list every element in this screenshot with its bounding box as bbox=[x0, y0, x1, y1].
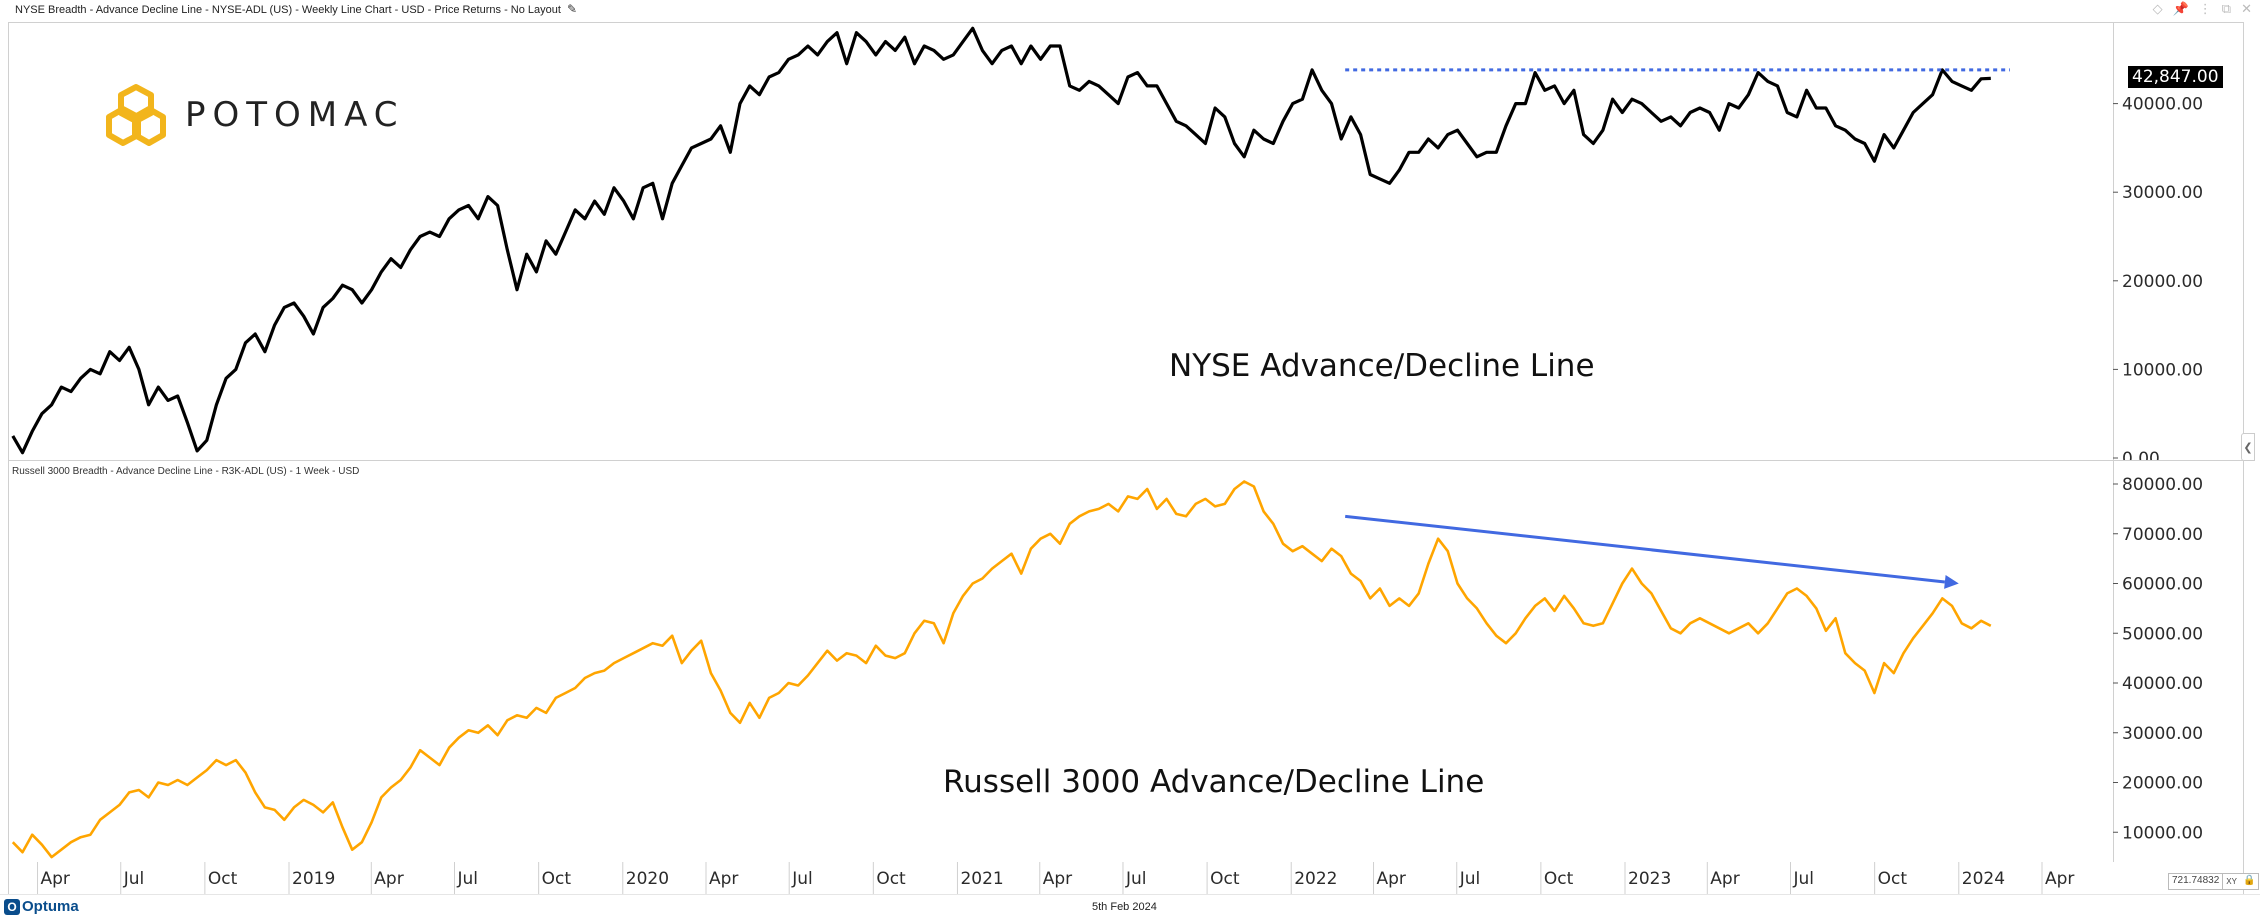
x-tick-label: 2023 bbox=[1628, 869, 1671, 889]
x-tick-label: 2019 bbox=[292, 869, 335, 889]
edit-pencil-icon[interactable]: ✎ bbox=[567, 2, 577, 16]
x-tick-label: Apr bbox=[1710, 869, 1739, 889]
r3k-chart-panel[interactable]: Russell 3000 Breadth - Advance Decline L… bbox=[8, 460, 2244, 864]
window-title: NYSE Breadth - Advance Decline Line - NY… bbox=[15, 4, 561, 16]
title-bar: NYSE Breadth - Advance Decline Line - NY… bbox=[0, 0, 2260, 22]
optuma-mark-icon: O bbox=[4, 899, 20, 915]
y-tick-label: 20000.00 bbox=[2122, 272, 2203, 292]
cursor-coordinate-box[interactable]: 721.74832 XY 🔒 bbox=[2168, 873, 2259, 890]
x-tick-label: Jul bbox=[1125, 869, 1147, 889]
x-tick-label: Oct bbox=[1544, 869, 1574, 889]
x-tick-label: Oct bbox=[208, 869, 238, 889]
x-tick-label: Jul bbox=[791, 869, 813, 889]
x-tick-label: 2021 bbox=[960, 869, 1003, 889]
x-tick-label: Oct bbox=[1878, 869, 1908, 889]
collapse-panel-button[interactable]: ❮ bbox=[2241, 433, 2255, 461]
y-tick-label: 10000.00 bbox=[2122, 823, 2203, 843]
y-tick-label: 30000.00 bbox=[2122, 183, 2203, 203]
link-icon[interactable]: ⋮ bbox=[2199, 2, 2212, 17]
y-tick-label: 70000.00 bbox=[2122, 525, 2203, 545]
xy-mode-toggle[interactable]: XY bbox=[2222, 874, 2240, 889]
y-tick-label: 20000.00 bbox=[2122, 774, 2203, 794]
footer-date: 5th Feb 2024 bbox=[1092, 901, 1157, 913]
x-tick-label: Apr bbox=[2045, 869, 2074, 889]
r3k-chart-svg: 10000.00 20000.00 30000.00 40000.00 50000.00… bbox=[9, 461, 2243, 863]
x-tick-label: 2024 bbox=[1962, 869, 2005, 889]
series-line-R3K-ADL bbox=[13, 482, 1991, 858]
x-tick-label: Jul bbox=[123, 869, 145, 889]
footer: O Optuma 5th Feb 2024 bbox=[0, 894, 2260, 923]
restore-icon[interactable]: ⧉ bbox=[2222, 2, 2231, 17]
x-tick-label: 2020 bbox=[626, 869, 669, 889]
y-tick-label: 80000.00 bbox=[2122, 475, 2203, 495]
y-tick-label: 40000.00 bbox=[2122, 95, 2203, 115]
last-price-tag: 42,847.00 bbox=[2128, 66, 2223, 88]
y-tick-label: 10000.00 bbox=[2122, 360, 2203, 380]
nyse-chart-panel[interactable]: 0.0010000.0020000.0030000.0040000.00 POT… bbox=[8, 22, 2244, 461]
lock-icon[interactable]: 🔒 bbox=[2240, 874, 2258, 889]
window-controls: ◇ 📌 ⋮ ⧉ ✕ bbox=[2153, 2, 2252, 17]
chart-window: NYSE Breadth - Advance Decline Line - NY… bbox=[0, 0, 2260, 922]
potomac-hexagon-icon bbox=[105, 83, 167, 147]
trend-arrow-head bbox=[1944, 575, 1959, 589]
x-tick-label: Oct bbox=[1210, 869, 1240, 889]
x-tick-label: Apr bbox=[709, 869, 738, 889]
x-tick-label: Jul bbox=[457, 869, 479, 889]
x-tick-label: 2022 bbox=[1294, 869, 1337, 889]
y-tick-label: 30000.00 bbox=[2122, 724, 2203, 744]
potomac-logo: POTOMAC bbox=[105, 83, 405, 147]
x-axis[interactable]: Apr Jul Oct 2019 Apr Jul Oct 2020 Apr Jul Oct 2021 A… bbox=[8, 862, 2244, 895]
close-icon[interactable]: ✕ bbox=[2241, 2, 2252, 17]
x-tick-label: Apr bbox=[374, 869, 403, 889]
x-tick-label: Apr bbox=[1043, 869, 1072, 889]
x-tick-label: Apr bbox=[41, 869, 70, 889]
nyse-annotation: NYSE Advance/Decline Line bbox=[1169, 348, 1595, 384]
x-tick-label: Apr bbox=[1377, 869, 1406, 889]
x-tick-label: Jul bbox=[1793, 869, 1815, 889]
x-tick-label: Jul bbox=[1459, 869, 1481, 889]
pin-icon[interactable]: 📌 bbox=[2173, 2, 2189, 17]
x-tick-label: Oct bbox=[876, 869, 906, 889]
optuma-brand: Optuma bbox=[22, 898, 79, 915]
diamond-icon[interactable]: ◇ bbox=[2153, 2, 2163, 17]
y-tick-label: 50000.00 bbox=[2122, 624, 2203, 644]
potomac-wordmark: POTOMAC bbox=[185, 95, 405, 135]
y-tick-label: 60000.00 bbox=[2122, 575, 2203, 595]
x-axis-svg: Apr Jul Oct 2019 Apr Jul Oct 2020 Apr Jul Oct 2021 A… bbox=[9, 862, 2243, 894]
y-tick-label: 40000.00 bbox=[2122, 674, 2203, 694]
coordinate-value: 721.74832 bbox=[2169, 874, 2222, 889]
r3k-annotation: Russell 3000 Advance/Decline Line bbox=[943, 764, 1484, 800]
x-tick-label: Oct bbox=[542, 869, 572, 889]
optuma-logo: O Optuma bbox=[4, 898, 79, 915]
